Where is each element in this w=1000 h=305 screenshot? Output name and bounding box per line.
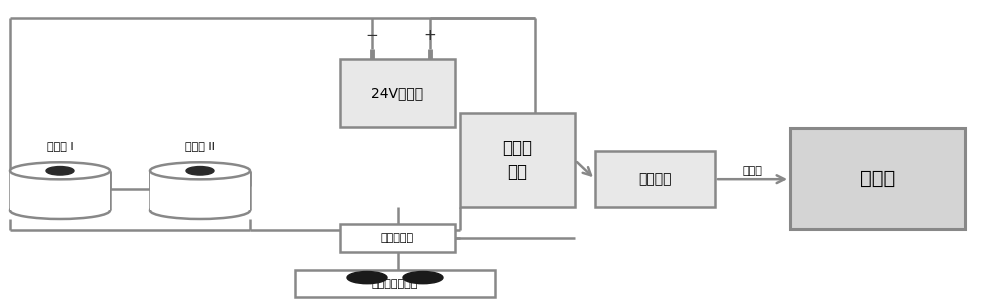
Text: 工作状态指示灯: 工作状态指示灯 — [372, 279, 418, 289]
Text: 飞控系统: 飞控系统 — [638, 172, 672, 186]
Bar — [150, 171, 250, 210]
Text: 续流二极管: 续流二极管 — [381, 233, 414, 243]
Ellipse shape — [10, 162, 110, 179]
Ellipse shape — [150, 162, 250, 179]
Text: 地面站: 地面站 — [860, 169, 895, 188]
Bar — [790, 128, 965, 229]
Circle shape — [403, 271, 443, 284]
Text: 无线电: 无线电 — [743, 166, 762, 176]
Bar — [340, 59, 455, 127]
Bar — [460, 113, 575, 207]
Circle shape — [347, 271, 387, 284]
Bar — [10, 171, 110, 210]
Text: 电磁铁 I: 电磁铁 I — [47, 141, 73, 151]
Ellipse shape — [150, 202, 250, 219]
Circle shape — [46, 167, 74, 175]
Bar — [595, 151, 715, 207]
Text: 24V锂电池: 24V锂电池 — [371, 86, 424, 100]
Ellipse shape — [10, 202, 110, 219]
Bar — [295, 270, 495, 297]
Bar — [340, 224, 455, 252]
Circle shape — [186, 167, 214, 175]
Text: +: + — [423, 28, 436, 43]
Text: 继电器
开关: 继电器 开关 — [503, 139, 533, 181]
Text: −: − — [366, 28, 379, 43]
Text: 电磁铁 II: 电磁铁 II — [185, 141, 215, 151]
